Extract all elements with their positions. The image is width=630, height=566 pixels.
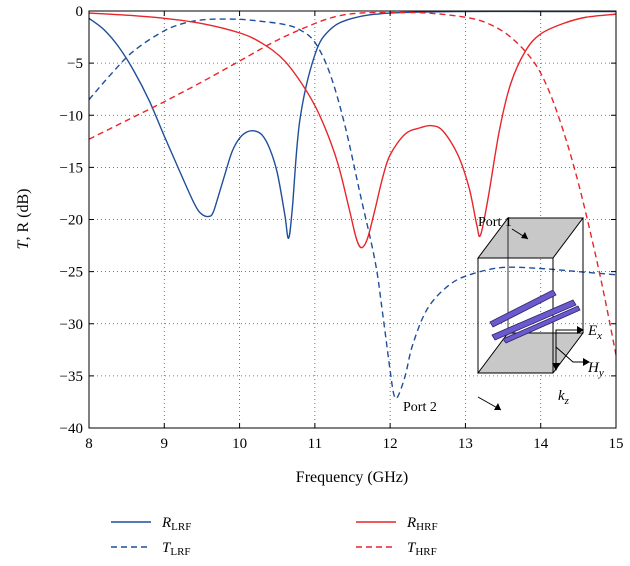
port-2-arrow-head [494,403,501,410]
x-tick-label: 12 [383,436,398,452]
y-tick-label: −10 [60,108,83,124]
legend-entry-label: THRF [407,540,437,558]
x-tick-label: 13 [458,436,473,452]
h-field-label-main: H [587,360,600,376]
k-vector-arrow-head [552,363,560,371]
k-vector-label-main: k [558,388,565,404]
y-tick-label: −40 [60,421,83,437]
x-axis-label: Frequency (GHz) [296,469,408,486]
h-field-label: Hy [587,360,604,379]
legend-entry-main: T [407,540,417,556]
y-axis-label: T, R (dB) [15,189,32,250]
y-tick-label: −30 [60,317,83,333]
x-tick-label: 9 [161,436,169,452]
x-tick-label: 8 [85,436,93,452]
e-field-arrow-head [577,326,584,334]
legend-entry-label: RHRF [406,515,438,533]
x-tick-label: 11 [308,436,322,452]
structure-inset: Port 1 Port 2 Ex Hy kz [403,215,604,415]
e-field-label-main: E [587,323,597,339]
k-vector-label: kz [558,388,570,407]
e-field-arrow [555,329,580,340]
x-tick-label: 15 [609,436,624,452]
series-line-r-hrf [88,12,617,249]
series-line-t-lrf [88,18,617,400]
y-axis-label-rest: , R (dB) [15,189,32,241]
inset-strip [502,305,581,344]
x-tick-label: 10 [232,436,247,452]
port-1-label: Port 1 [478,215,512,230]
legend-entry-sub: LRF [170,546,190,558]
y-tick-label: −35 [60,369,83,385]
y-tick-label: −20 [60,213,83,229]
series-line-r-lrf [88,10,616,239]
inset-strip [489,289,557,328]
legend-entry-label: RLRF [161,515,191,533]
h-field-label-sub: y [598,367,604,379]
x-tick-label: 14 [533,436,549,452]
e-field-label-sub: x [596,330,602,342]
legend-entry-main: R [406,515,416,531]
y-tick-label: −25 [60,265,83,281]
inset-strip [491,299,577,341]
ticks [88,10,617,429]
h-field-arrow-head [583,358,590,366]
y-tick-label: −5 [67,56,83,72]
legend-entry-main: T [162,540,172,556]
h-field-arrow [555,346,586,363]
legend-entry-label: TLRF [162,540,191,558]
port-2-label: Port 2 [403,400,437,415]
series-line-t-hrf [88,11,617,356]
y-axis-label-main: T [15,239,32,249]
y-tick-label: −15 [60,160,83,176]
series-group [88,10,617,400]
legend-entry-sub: LRF [171,521,191,533]
k-vector-label-sub: z [564,395,570,407]
legend-entry-sub: HRF [416,521,437,533]
tick-labels: 8 9 10 11 12 13 14 15 0 −5 −10 −15 −20 −25 −30 −35 −40 [60,4,624,452]
port-1-arrow-head [521,232,528,239]
e-field-label: Ex [587,323,602,342]
y-tick-label: 0 [76,4,84,20]
legend-entry-sub: HRF [415,546,436,558]
legend-entry-main: R [161,515,171,531]
